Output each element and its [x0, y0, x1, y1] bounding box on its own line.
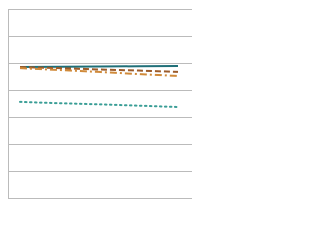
series-line	[19, 66, 179, 73]
series-line	[19, 64, 179, 69]
chart	[8, 9, 192, 199]
series-line	[19, 67, 179, 77]
series-line	[19, 100, 179, 109]
